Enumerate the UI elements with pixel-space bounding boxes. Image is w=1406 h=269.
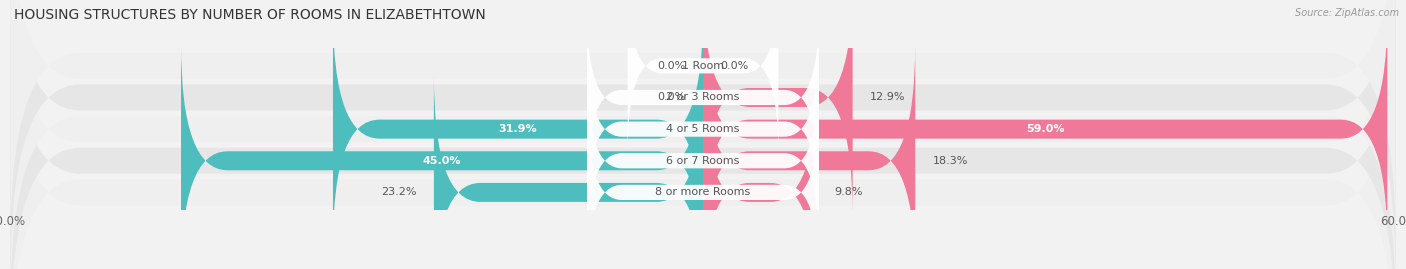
Text: 1 Room: 1 Room <box>682 61 724 71</box>
Text: Source: ZipAtlas.com: Source: ZipAtlas.com <box>1295 8 1399 18</box>
FancyBboxPatch shape <box>10 0 1396 269</box>
FancyBboxPatch shape <box>10 0 1396 269</box>
FancyBboxPatch shape <box>627 0 779 153</box>
Text: 59.0%: 59.0% <box>1026 124 1064 134</box>
Text: 12.9%: 12.9% <box>870 93 905 102</box>
FancyBboxPatch shape <box>703 75 817 269</box>
Legend: Owner-occupied, Renter-occupied: Owner-occupied, Renter-occupied <box>576 266 830 269</box>
FancyBboxPatch shape <box>703 12 1388 246</box>
FancyBboxPatch shape <box>10 16 1396 269</box>
FancyBboxPatch shape <box>703 0 852 215</box>
FancyBboxPatch shape <box>588 10 818 185</box>
Text: 0.0%: 0.0% <box>658 61 686 71</box>
FancyBboxPatch shape <box>703 44 915 269</box>
FancyBboxPatch shape <box>10 0 1396 243</box>
Text: 9.8%: 9.8% <box>834 187 862 197</box>
Text: 4 or 5 Rooms: 4 or 5 Rooms <box>666 124 740 134</box>
FancyBboxPatch shape <box>588 42 818 217</box>
Text: 18.3%: 18.3% <box>932 156 969 166</box>
FancyBboxPatch shape <box>10 0 1396 269</box>
FancyBboxPatch shape <box>181 44 703 269</box>
FancyBboxPatch shape <box>588 73 818 248</box>
Text: 23.2%: 23.2% <box>381 187 416 197</box>
FancyBboxPatch shape <box>333 12 703 246</box>
Text: HOUSING STRUCTURES BY NUMBER OF ROOMS IN ELIZABETHTOWN: HOUSING STRUCTURES BY NUMBER OF ROOMS IN… <box>14 8 486 22</box>
Text: 31.9%: 31.9% <box>499 124 537 134</box>
FancyBboxPatch shape <box>434 75 703 269</box>
Text: 0.0%: 0.0% <box>658 93 686 102</box>
Text: 6 or 7 Rooms: 6 or 7 Rooms <box>666 156 740 166</box>
Text: 45.0%: 45.0% <box>423 156 461 166</box>
Text: 2 or 3 Rooms: 2 or 3 Rooms <box>666 93 740 102</box>
Text: 8 or more Rooms: 8 or more Rooms <box>655 187 751 197</box>
FancyBboxPatch shape <box>588 105 818 269</box>
Text: 0.0%: 0.0% <box>720 61 748 71</box>
